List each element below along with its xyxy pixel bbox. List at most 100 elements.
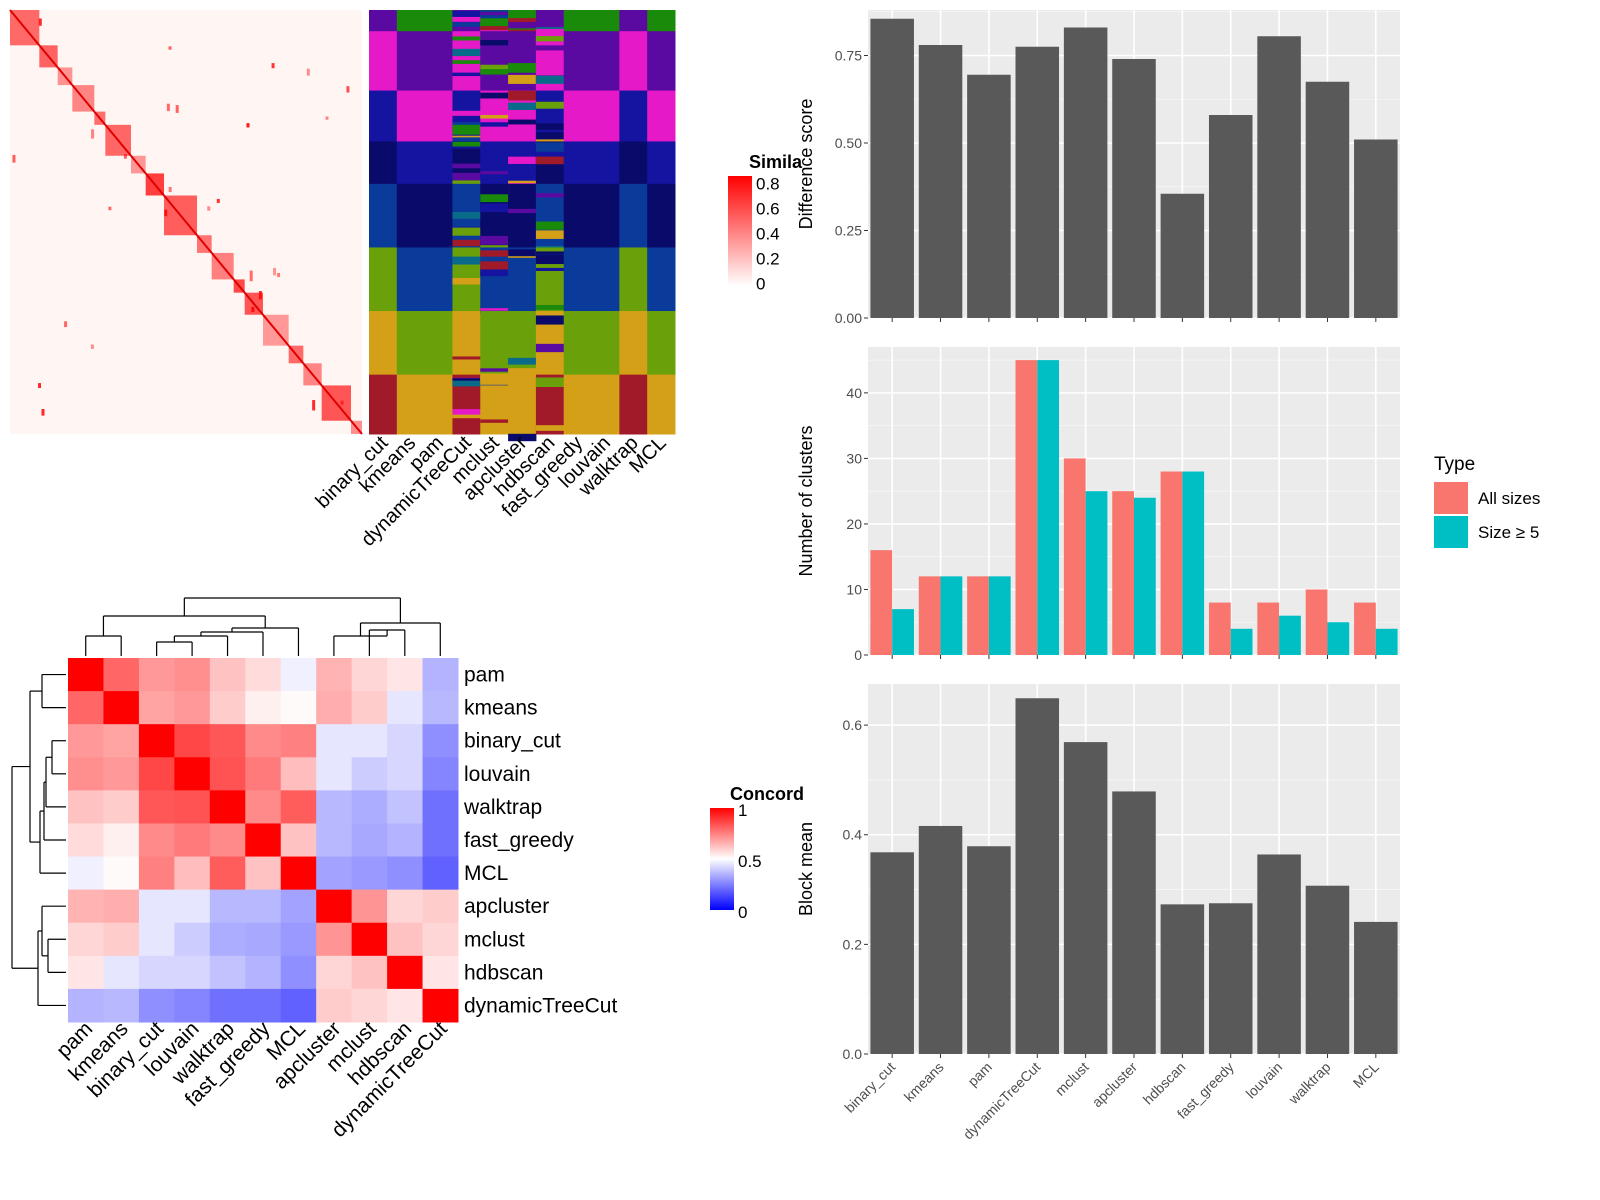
membership-segment (563, 374, 593, 435)
concordance-cell (103, 724, 140, 758)
concordance-cell (245, 658, 282, 692)
bar (1015, 698, 1060, 1054)
concordance-cell (245, 724, 282, 758)
similarity-speck (207, 206, 211, 211)
membership-segment (508, 311, 537, 376)
concordance-cell (422, 988, 459, 1023)
similarity-diagonal (232, 278, 246, 294)
concordance-cell (68, 955, 104, 990)
membership-stripe (535, 151, 565, 161)
membership-stripe (452, 227, 481, 236)
y-tick-label: 0.2 (843, 936, 863, 952)
concordance-cell (387, 922, 424, 957)
bar (1208, 903, 1253, 1054)
y-tick-label: 0.75 (835, 48, 862, 64)
y-tick-label: 10 (846, 581, 862, 597)
membership-stripe (452, 12, 481, 22)
concordance-cell (316, 790, 353, 824)
bar (1134, 497, 1156, 655)
concordance-cell (209, 691, 246, 725)
concordance-cell (422, 823, 459, 858)
concordance-row-label: pam (464, 664, 505, 687)
membership-segment (647, 247, 676, 312)
membership-stripe (508, 20, 537, 29)
similarity-diagonal (56, 66, 74, 86)
bar (1182, 471, 1205, 655)
x-tick-label: walktrap (1285, 1059, 1334, 1108)
membership-segment (647, 141, 676, 185)
concordance-cell (387, 889, 424, 924)
concordance-cell (138, 691, 175, 725)
membership-segment (369, 374, 398, 435)
concordance-row-label: apcluster (464, 895, 549, 918)
concordance-cell (351, 823, 388, 858)
bar (870, 852, 914, 1054)
bar (967, 846, 1011, 1054)
bar (1160, 471, 1183, 655)
membership-stripe (452, 124, 481, 135)
bar (1257, 36, 1301, 318)
membership-stripe (452, 380, 481, 387)
similarity-diagonal (9, 9, 41, 46)
membership-stripe (480, 21, 509, 27)
bar (1354, 921, 1398, 1054)
membership-segment (369, 183, 398, 248)
membership-segment (591, 311, 620, 376)
membership-segment (424, 311, 453, 376)
membership-stripe (535, 267, 565, 271)
concordance-cell (351, 724, 388, 758)
y-tick-label: 0.25 (835, 223, 862, 239)
concordance-cell (351, 889, 388, 924)
membership-segment (424, 374, 453, 435)
concordance-cell (209, 757, 246, 791)
y-tick-label: 0.50 (835, 135, 862, 151)
similarity-colorbar (728, 176, 752, 286)
concordance-cell (174, 790, 211, 824)
membership-segment (563, 141, 593, 185)
membership-stripe (480, 114, 509, 119)
similarity-legend-tick: 0.8 (756, 175, 780, 194)
membership-segment (424, 10, 453, 32)
membership-segment (591, 90, 620, 142)
concordance-cell (316, 889, 353, 924)
concordance-cell (209, 922, 246, 957)
concordance-cell (280, 724, 317, 758)
membership-segment (619, 90, 648, 142)
membership-stripe (480, 25, 509, 34)
membership-stripe (508, 208, 537, 214)
similarity-speck (38, 18, 42, 26)
concordance-cell (245, 889, 282, 924)
concordance-cell (103, 955, 140, 990)
concordance-cell (316, 856, 353, 891)
concordance-cell (280, 790, 317, 824)
membership-stripe (452, 409, 481, 415)
concordance-cell (174, 856, 211, 891)
concordance-cell (138, 889, 175, 924)
concordance-row-label: kmeans (464, 697, 538, 720)
similarity-diagonal (93, 110, 107, 126)
similarity-speck (277, 272, 281, 278)
similarity-speck (168, 186, 172, 193)
bar (940, 576, 963, 655)
difference-score-chart: 0.00 0.25 0.50 0.75 Difference score (796, 10, 1400, 326)
concordance-colorbar (710, 808, 734, 910)
membership-stripe (452, 371, 481, 378)
concordance-cell (316, 988, 353, 1023)
membership-segment (647, 10, 676, 32)
similarity-diagonal (210, 252, 235, 281)
concordance-cell (209, 988, 246, 1023)
concordance-cell (280, 955, 317, 990)
similarity-column-labels: binary_cutkmeanspamdynamicTreeCutmclusta… (312, 432, 671, 551)
membership-stripe (480, 39, 509, 46)
membership-stripe (452, 60, 481, 64)
membership-segment (480, 311, 509, 376)
bar (1327, 622, 1350, 655)
concordance-cell (245, 856, 282, 891)
x-tick-label: MCL (1350, 1059, 1382, 1091)
concordance-cell (422, 658, 459, 692)
y-axis-label: Block mean (796, 822, 816, 916)
concordance-cell (209, 889, 246, 924)
